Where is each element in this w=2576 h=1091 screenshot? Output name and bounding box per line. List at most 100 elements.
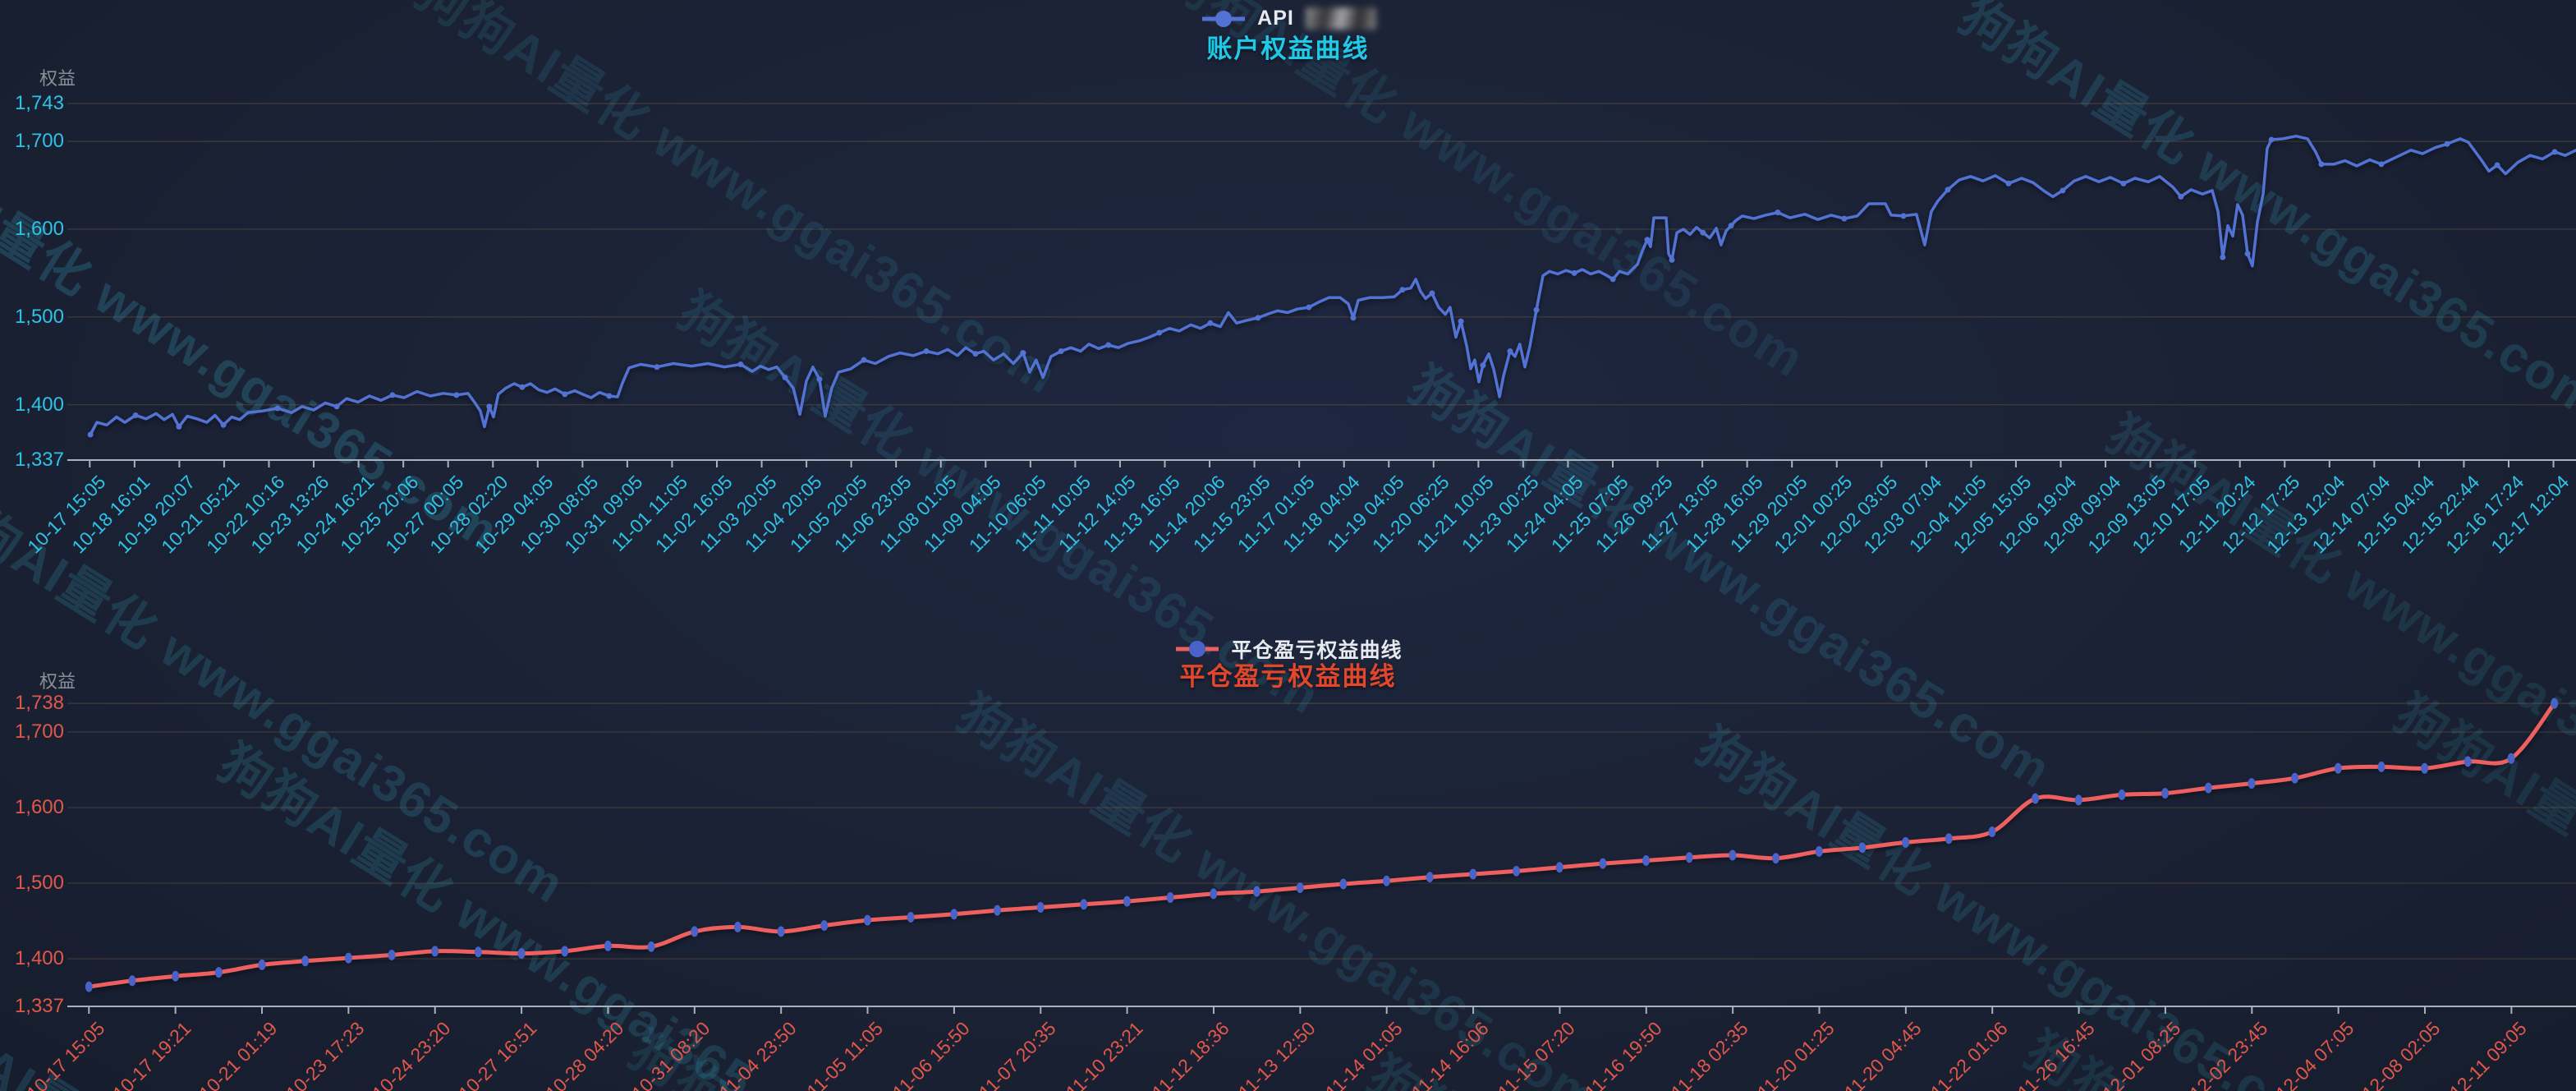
data-point-marker[interactable] — [2334, 762, 2342, 774]
data-point-marker[interactable] — [474, 946, 482, 958]
data-point-marker[interactable] — [2318, 161, 2325, 168]
data-point-marker[interactable] — [1429, 290, 1435, 297]
data-point-marker[interactable] — [2291, 772, 2299, 784]
data-point-marker[interactable] — [1156, 329, 1163, 336]
data-point-marker[interactable] — [733, 921, 742, 932]
data-point-marker[interactable] — [1399, 287, 1406, 293]
data-point-marker[interactable] — [2032, 793, 2040, 804]
data-point-marker[interactable] — [2494, 162, 2500, 168]
data-point-marker[interactable] — [1166, 892, 1174, 904]
data-point-marker[interactable] — [691, 926, 699, 937]
data-point-marker[interactable] — [2059, 187, 2066, 194]
data-point-marker[interactable] — [1458, 318, 1464, 325]
data-point-marker[interactable] — [606, 393, 613, 399]
data-point-marker[interactable] — [737, 361, 744, 368]
data-point-marker[interactable] — [820, 920, 829, 932]
data-point-marker[interactable] — [344, 952, 352, 964]
data-point-marker[interactable] — [220, 421, 227, 428]
data-point-marker[interactable] — [1036, 901, 1045, 913]
data-point-marker[interactable] — [561, 946, 569, 957]
data-point-marker[interactable] — [1772, 853, 1780, 864]
data-point-marker[interactable] — [214, 967, 223, 978]
data-point-marker[interactable] — [1815, 845, 1823, 857]
data-point-marker[interactable] — [782, 375, 788, 381]
data-point-marker[interactable] — [176, 423, 182, 430]
data-point-marker[interactable] — [2120, 180, 2127, 186]
data-point-marker[interactable] — [2244, 251, 2251, 257]
data-point-marker[interactable] — [2268, 136, 2275, 143]
data-point-marker[interactable] — [1642, 854, 1651, 866]
data-point-marker[interactable] — [519, 384, 526, 390]
data-point-marker[interactable] — [1700, 229, 1706, 236]
data-point-marker[interactable] — [604, 940, 612, 951]
data-point-marker[interactable] — [301, 955, 310, 967]
data-point-marker[interactable] — [1571, 269, 1577, 276]
data-point-marker[interactable] — [2074, 794, 2082, 806]
data-point-marker[interactable] — [2118, 789, 2126, 800]
data-point-marker[interactable] — [777, 926, 785, 937]
data-point-marker[interactable] — [1252, 886, 1260, 897]
data-point-marker[interactable] — [923, 348, 930, 354]
data-point-marker[interactable] — [2551, 149, 2558, 155]
data-point-marker[interactable] — [1080, 899, 1088, 910]
data-point-marker[interactable] — [2220, 254, 2226, 260]
data-point-marker[interactable] — [1609, 276, 1616, 283]
data-point-marker[interactable] — [863, 914, 871, 926]
data-point-marker[interactable] — [2551, 697, 2559, 709]
data-point-marker[interactable] — [1480, 362, 1486, 369]
data-point-marker[interactable] — [1858, 842, 1867, 854]
data-point-marker[interactable] — [1507, 348, 1513, 354]
data-point-marker[interactable] — [1058, 348, 1064, 354]
data-point-marker[interactable] — [1729, 849, 1737, 861]
data-point-marker[interactable] — [85, 981, 93, 992]
data-point-marker[interactable] — [2464, 756, 2472, 767]
data-point-marker[interactable] — [1599, 858, 1607, 869]
data-point-marker[interactable] — [950, 909, 958, 920]
data-point-marker[interactable] — [972, 351, 979, 357]
data-point-marker[interactable] — [1426, 872, 1434, 883]
data-point-marker[interactable] — [1296, 882, 1304, 894]
data-point-marker[interactable] — [1900, 213, 1907, 219]
data-point-marker[interactable] — [1945, 186, 1951, 193]
data-point-marker[interactable] — [389, 392, 396, 398]
data-point-marker[interactable] — [816, 376, 823, 383]
data-point-marker[interactable] — [2444, 140, 2450, 147]
data-point-marker[interactable] — [1685, 852, 1693, 863]
data-point-marker[interactable] — [2378, 161, 2385, 168]
data-point-marker[interactable] — [1533, 306, 1540, 313]
data-point-marker[interactable] — [2204, 782, 2212, 794]
data-point-marker[interactable] — [1306, 304, 1312, 311]
data-point-marker[interactable] — [517, 948, 526, 960]
data-point-marker[interactable] — [87, 431, 94, 438]
legend-account-series[interactable]: API — [0, 7, 2576, 30]
data-point-marker[interactable] — [1945, 833, 1953, 845]
data-point-marker[interactable] — [1513, 865, 1521, 877]
account-equity-chart[interactable] — [0, 0, 2576, 542]
data-point-marker[interactable] — [2507, 753, 2515, 764]
data-point-marker[interactable] — [647, 941, 655, 952]
data-point-marker[interactable] — [486, 403, 493, 410]
closed-pnl-chart[interactable] — [0, 542, 2576, 1091]
data-point-marker[interactable] — [172, 970, 180, 982]
data-point-marker[interactable] — [1207, 320, 1214, 326]
data-point-marker[interactable] — [1841, 215, 1848, 222]
data-point-marker[interactable] — [1350, 315, 1357, 321]
data-point-marker[interactable] — [2421, 762, 2429, 774]
data-point-marker[interactable] — [333, 403, 340, 410]
data-point-marker[interactable] — [1383, 875, 1391, 886]
data-point-marker[interactable] — [128, 975, 136, 987]
data-point-marker[interactable] — [2161, 788, 2170, 799]
data-point-marker[interactable] — [1339, 878, 1348, 890]
data-point-marker[interactable] — [1775, 209, 1781, 216]
data-point-marker[interactable] — [1105, 342, 1112, 348]
data-point-marker[interactable] — [1988, 826, 1996, 838]
data-point-marker[interactable] — [2377, 761, 2385, 772]
data-point-marker[interactable] — [431, 946, 439, 957]
data-point-marker[interactable] — [1469, 868, 1477, 880]
data-point-marker[interactable] — [907, 911, 915, 923]
data-point-marker[interactable] — [388, 949, 396, 960]
data-point-marker[interactable] — [1555, 862, 1564, 873]
data-point-marker[interactable] — [654, 364, 660, 371]
data-point-marker[interactable] — [1255, 315, 1261, 321]
data-point-marker[interactable] — [861, 357, 867, 363]
